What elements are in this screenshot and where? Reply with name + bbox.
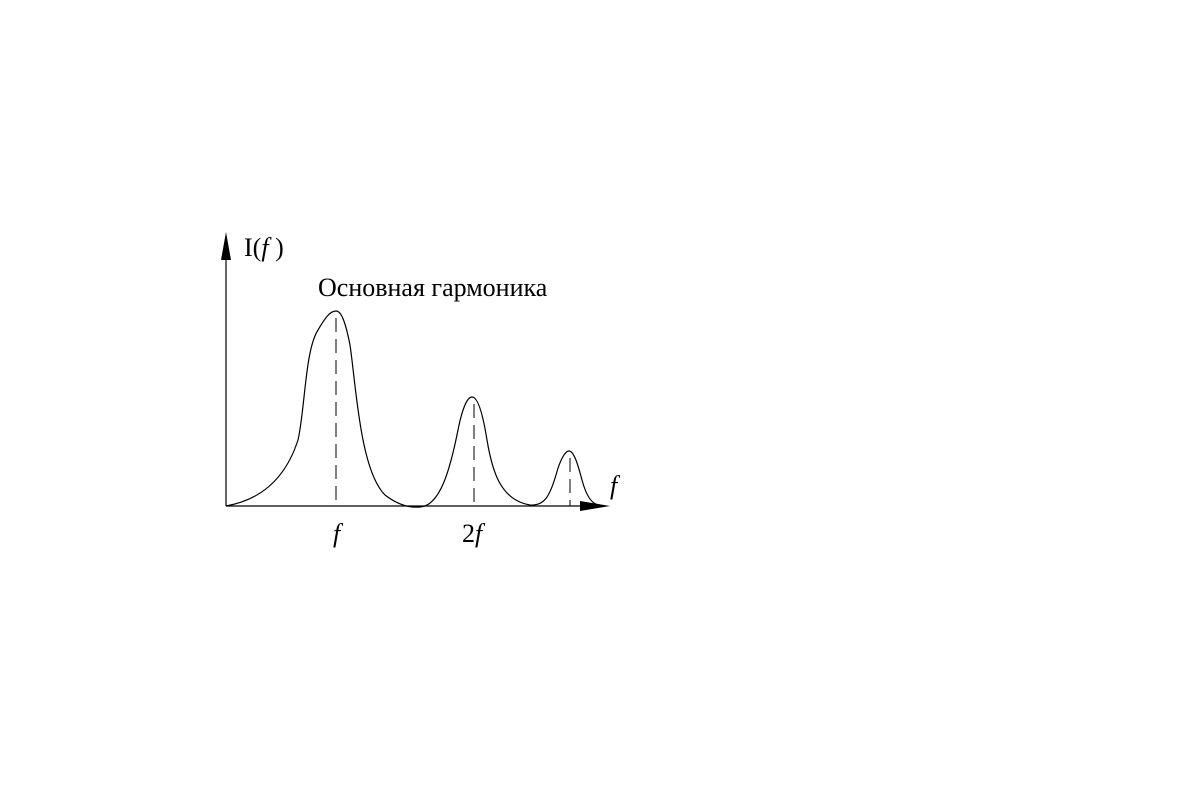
spectrum-curve bbox=[225, 310, 601, 508]
x-tick-label: 2f bbox=[462, 519, 486, 548]
x-axis-label: f bbox=[610, 471, 621, 500]
y-axis-arrow bbox=[221, 232, 231, 260]
annotation: Основная гармоника bbox=[318, 273, 548, 302]
x-tick-label: f bbox=[333, 519, 344, 548]
x-axis-arrow bbox=[580, 501, 610, 511]
y-axis-label: I(f ) bbox=[244, 233, 284, 262]
